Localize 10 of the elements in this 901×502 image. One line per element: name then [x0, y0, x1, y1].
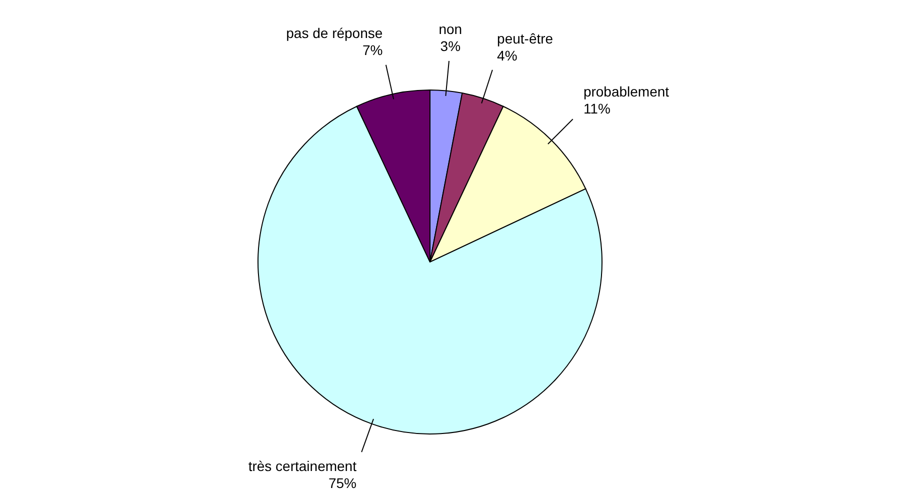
slice-label: très certainement — [248, 458, 357, 474]
data-label: 75% — [328, 475, 356, 492]
data-label: 7% — [362, 42, 383, 58]
slice-label: non — [438, 20, 462, 37]
slice-label: probablement — [583, 84, 670, 100]
slice-label: peut-être — [497, 30, 554, 47]
data-label: 4% — [497, 48, 518, 64]
data-label: 11% — [583, 100, 610, 117]
slice-label: pas de réponse — [286, 25, 383, 42]
data-label: 3% — [440, 38, 461, 54]
